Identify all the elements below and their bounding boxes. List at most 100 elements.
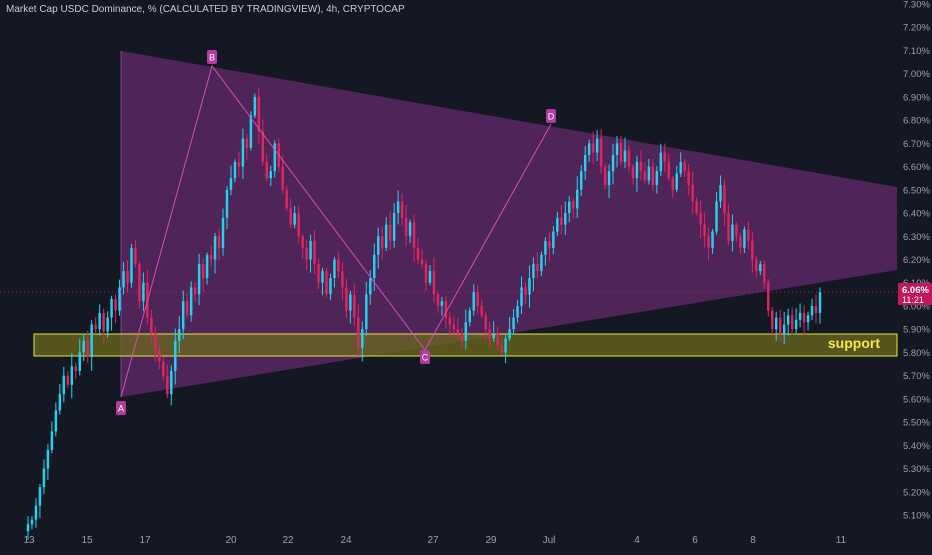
candle-body[interactable] (468, 310, 472, 323)
candle-body[interactable] (619, 143, 623, 162)
candle-body[interactable] (548, 240, 551, 248)
candle-body[interactable] (90, 324, 93, 358)
candle-body[interactable] (265, 161, 269, 179)
candle-body[interactable] (635, 161, 639, 179)
candle-body[interactable] (174, 340, 177, 371)
candle-body[interactable] (213, 236, 217, 260)
candle-body[interactable] (345, 287, 348, 311)
candle-body[interactable] (361, 329, 364, 348)
candle-body[interactable] (142, 282, 145, 302)
candle-body[interactable] (62, 375, 66, 395)
candle-body[interactable] (814, 305, 818, 313)
candle-body[interactable] (798, 312, 802, 320)
candle-body[interactable] (444, 301, 448, 318)
point-b-badge[interactable] (207, 50, 217, 64)
candle-body[interactable] (26, 524, 30, 532)
candle-body[interactable] (373, 254, 376, 279)
candle-body[interactable] (229, 178, 233, 190)
candle-body[interactable] (249, 115, 253, 149)
candle-body[interactable] (687, 171, 690, 186)
candle-body[interactable] (763, 264, 766, 283)
candle-body[interactable] (778, 317, 782, 334)
candle-body[interactable] (201, 264, 205, 279)
candle-body[interactable] (209, 254, 213, 260)
candle-body[interactable] (162, 361, 165, 376)
candle-body[interactable] (205, 254, 209, 279)
candle-body[interactable] (50, 431, 54, 450)
candle-body[interactable] (261, 131, 265, 162)
candle-body[interactable] (508, 329, 511, 339)
candle-body[interactable] (727, 213, 730, 241)
candle-body[interactable] (480, 305, 483, 316)
candle-body[interactable] (281, 166, 284, 190)
candle-body[interactable] (178, 329, 181, 341)
candle-body[interactable] (579, 171, 583, 190)
candles[interactable] (26, 88, 822, 541)
candle-body[interactable] (58, 394, 62, 411)
candle-body[interactable] (575, 189, 579, 209)
candle-body[interactable] (329, 278, 332, 295)
candle-body[interactable] (794, 319, 798, 330)
candle-body[interactable] (611, 154, 615, 172)
candle-body[interactable] (504, 338, 507, 353)
candle-body[interactable] (253, 96, 257, 116)
candle-body[interactable] (786, 315, 790, 325)
candle-body[interactable] (416, 247, 420, 260)
candle-body[interactable] (420, 259, 424, 265)
candle-body[interactable] (46, 449, 50, 469)
candle-body[interactable] (110, 298, 113, 318)
point-d-badge[interactable] (546, 109, 556, 123)
candle-body[interactable] (739, 236, 742, 248)
time-axis[interactable]: 13 15 17 20 22 24 27 29 Jul 4 6 8 11 (23, 535, 846, 546)
candle-body[interactable] (241, 138, 245, 167)
candle-body[interactable] (735, 224, 738, 237)
candle-body[interactable] (456, 329, 460, 334)
candle-body[interactable] (524, 287, 527, 295)
candle-body[interactable] (679, 161, 682, 174)
candle-body[interactable] (138, 264, 141, 302)
candle-body[interactable] (603, 166, 607, 186)
candle-body[interactable] (428, 271, 432, 283)
candle-body[interactable] (102, 312, 105, 332)
candle-body[interactable] (759, 264, 762, 272)
candle-body[interactable] (695, 201, 698, 214)
candle-body[interactable] (440, 301, 444, 306)
candle-body[interactable] (655, 171, 659, 186)
candle-body[interactable] (500, 345, 503, 353)
candle-body[interactable] (94, 324, 97, 330)
candle-body[interactable] (170, 370, 173, 395)
candle-body[interactable] (647, 166, 651, 181)
candle-body[interactable] (484, 315, 487, 330)
candle-body[interactable] (42, 468, 46, 488)
candle-body[interactable] (715, 201, 718, 232)
candle-body[interactable] (237, 161, 241, 167)
candle-body[interactable] (114, 298, 117, 311)
candle-body[interactable] (181, 301, 185, 330)
candle-body[interactable] (150, 317, 153, 334)
candle-body[interactable] (731, 224, 734, 241)
price-tag[interactable] (898, 283, 932, 306)
candle-body[interactable] (189, 287, 193, 316)
candle-body[interactable] (667, 161, 670, 179)
candle-body[interactable] (130, 247, 133, 283)
candle-body[interactable] (790, 315, 794, 330)
candle-body[interactable] (197, 264, 201, 295)
candle-body[interactable] (317, 264, 320, 283)
candle-body[interactable] (755, 259, 758, 272)
candle-body[interactable] (66, 375, 70, 385)
candle-body[interactable] (743, 229, 746, 248)
candle-body[interactable] (257, 96, 261, 132)
candle-body[interactable] (452, 324, 456, 330)
candle-body[interactable] (707, 236, 710, 248)
candle-body[interactable] (70, 366, 74, 385)
candle-body[interactable] (572, 201, 575, 209)
candle-body[interactable] (309, 240, 312, 260)
candle-body[interactable] (353, 294, 356, 318)
candle-body[interactable] (408, 222, 412, 237)
candle-body[interactable] (599, 138, 603, 167)
candle-body[interactable] (376, 236, 380, 255)
candle-body[interactable] (607, 171, 611, 186)
candle-body[interactable] (587, 143, 591, 155)
candle-body[interactable] (723, 185, 726, 214)
